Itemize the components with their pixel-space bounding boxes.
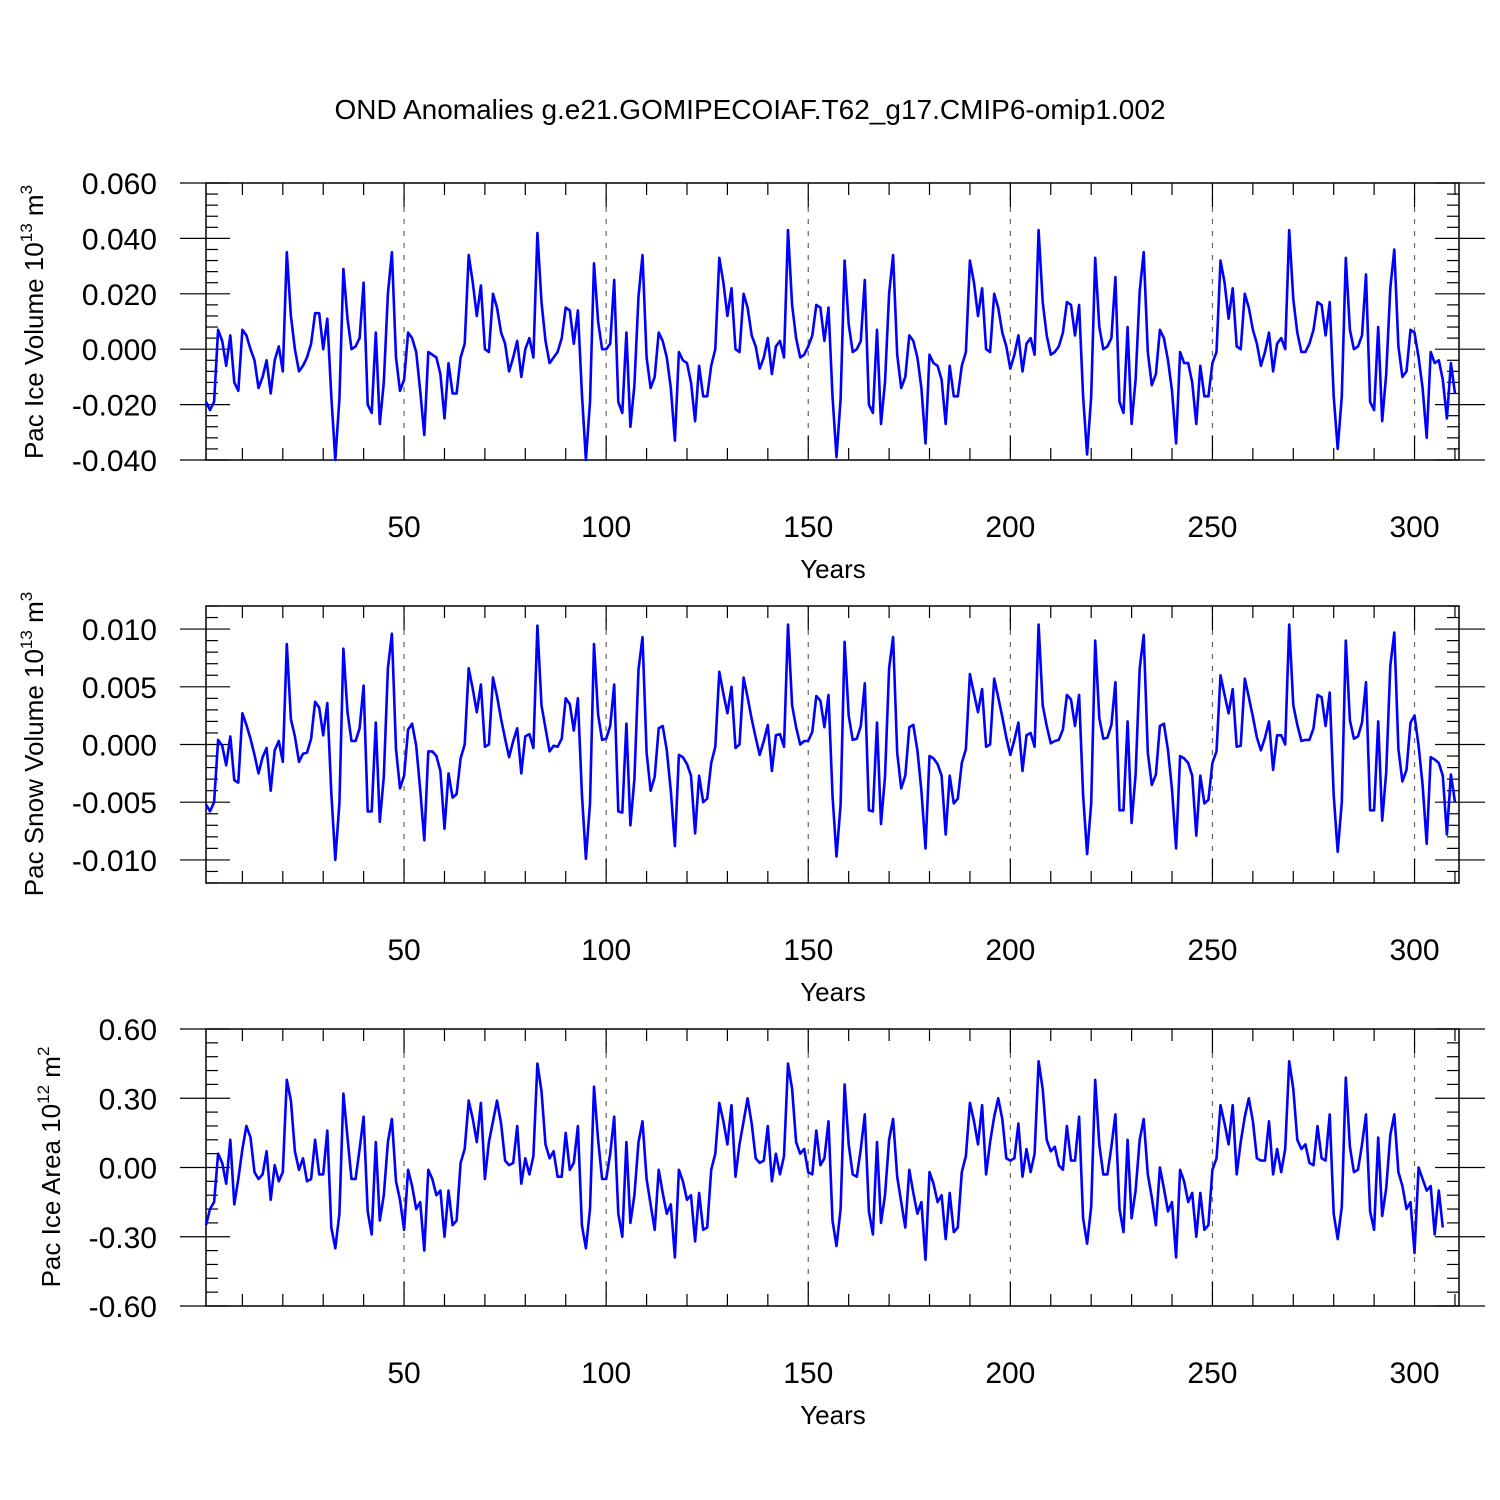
y-tick-label: -0.005 [72,787,157,820]
x-tick-label: 100 [581,934,631,967]
panel-ice-volume: Pac Ice Volume 1013 m3 Years -0.040 -0.02… [17,168,1485,584]
panel-snow-volume: Pac Snow Volume 1013 m3 Years -0.010 -0.0… [17,592,1485,1007]
y-axis-label-unit-power: 2 [34,1047,53,1056]
y-axis-label-main: Pac Snow Volume 10 [19,649,49,896]
x-tick-label: 150 [783,511,833,544]
x-tick-label: 300 [1390,1357,1440,1390]
y-tick-label: -0.60 [89,1291,157,1324]
y-axis-label-unit-power: 3 [17,592,36,601]
x-tick-label: 200 [985,934,1035,967]
y-axis-label-unit-power: 3 [17,185,36,194]
y-tick-label: -0.30 [89,1222,157,1255]
y-tick-label: -0.020 [72,390,157,423]
series-line [204,623,1457,862]
x-tick-label: 50 [387,1357,420,1390]
y-axis-label: Pac Ice Volume 1013 m3 [17,185,49,459]
y-tick-label: 0.060 [82,168,157,201]
y-axis-label-unit: m [36,1056,66,1085]
y-axis-label-main: Pac Ice Volume 10 [19,242,49,459]
y-axis-label-unit: m [19,194,49,223]
x-tick-label: 100 [581,511,631,544]
x-tick-label: 150 [783,934,833,967]
x-tick-label: 150 [783,1357,833,1390]
y-axis-label: Pac Ice Area 1012 m2 [34,1047,66,1288]
y-tick-label: -0.010 [72,845,157,878]
y-tick-label: 0.005 [82,672,157,705]
y-tick-label: 0.000 [82,334,157,367]
y-tick-label: 0.60 [99,1014,157,1047]
x-tick-label: 50 [387,511,420,544]
y-tick-label: 0.30 [99,1083,157,1116]
y-axis-label-exponent: 13 [17,223,36,242]
y-tick-label: 0.020 [82,279,157,312]
x-tick-label: 300 [1390,934,1440,967]
x-axis-label: Years [800,1400,866,1430]
y-axis-label-main: Pac Ice Area 10 [36,1104,66,1288]
x-axis-label: Years [800,554,866,584]
figure-title: OND Anomalies g.e21.GOMIPECOIAF.T62_g17.… [334,94,1165,125]
x-tick-label: 250 [1187,1357,1237,1390]
x-tick-label: 200 [985,1357,1035,1390]
y-axis-label: Pac Snow Volume 1013 m3 [17,592,49,896]
plot-frame [205,182,1460,461]
series-line [204,1060,1445,1262]
y-tick-label: 0.040 [82,223,157,256]
y-axis-label-exponent: 13 [17,630,36,649]
y-tick-label: 0.010 [82,614,157,647]
x-tick-label: 200 [985,511,1035,544]
y-tick-label: -0.040 [72,445,157,478]
panel-ice-area: Pac Ice Area 1012 m2 Years -0.60 -0.30 0.0… [34,1014,1485,1430]
y-tick-label: 0.000 [82,730,157,763]
x-tick-label: 250 [1187,511,1237,544]
y-tick-label: 0.00 [99,1153,157,1186]
series-line [204,228,1457,462]
x-tick-label: 50 [387,934,420,967]
x-tick-label: 100 [581,1357,631,1390]
x-tick-label: 300 [1390,511,1440,544]
x-axis-label: Years [800,977,866,1007]
x-tick-label: 250 [1187,934,1237,967]
y-axis-label-unit: m [19,601,49,630]
y-axis-label-exponent: 12 [34,1085,53,1104]
